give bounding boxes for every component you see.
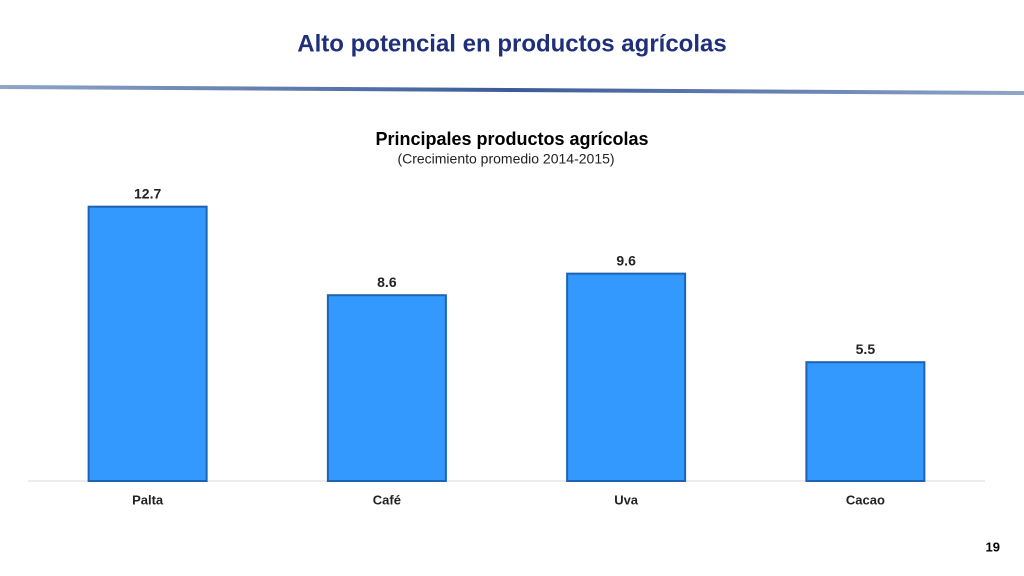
x-tick-label: Café (373, 492, 401, 507)
x-tick-label: Palta (132, 492, 164, 507)
title-rule (0, 85, 1024, 95)
bar (566, 272, 687, 483)
page-number: 19 (986, 539, 1000, 554)
x-tick-label: Uva (614, 492, 639, 507)
page-title: Alto potencial en productos agrícolas (297, 30, 726, 57)
value-label: 12.7 (134, 185, 161, 201)
bar (805, 361, 926, 483)
value-label: 5.5 (856, 341, 876, 357)
chart-title: Principales productos agrícolas (375, 129, 648, 149)
value-label: 9.6 (616, 252, 636, 268)
bar (326, 294, 447, 482)
chart-subtitle: (Crecimiento promedio 2014-2015) (397, 151, 614, 167)
x-tick-label: Cacao (846, 492, 885, 507)
bar (87, 205, 208, 482)
value-label: 8.6 (377, 274, 397, 290)
